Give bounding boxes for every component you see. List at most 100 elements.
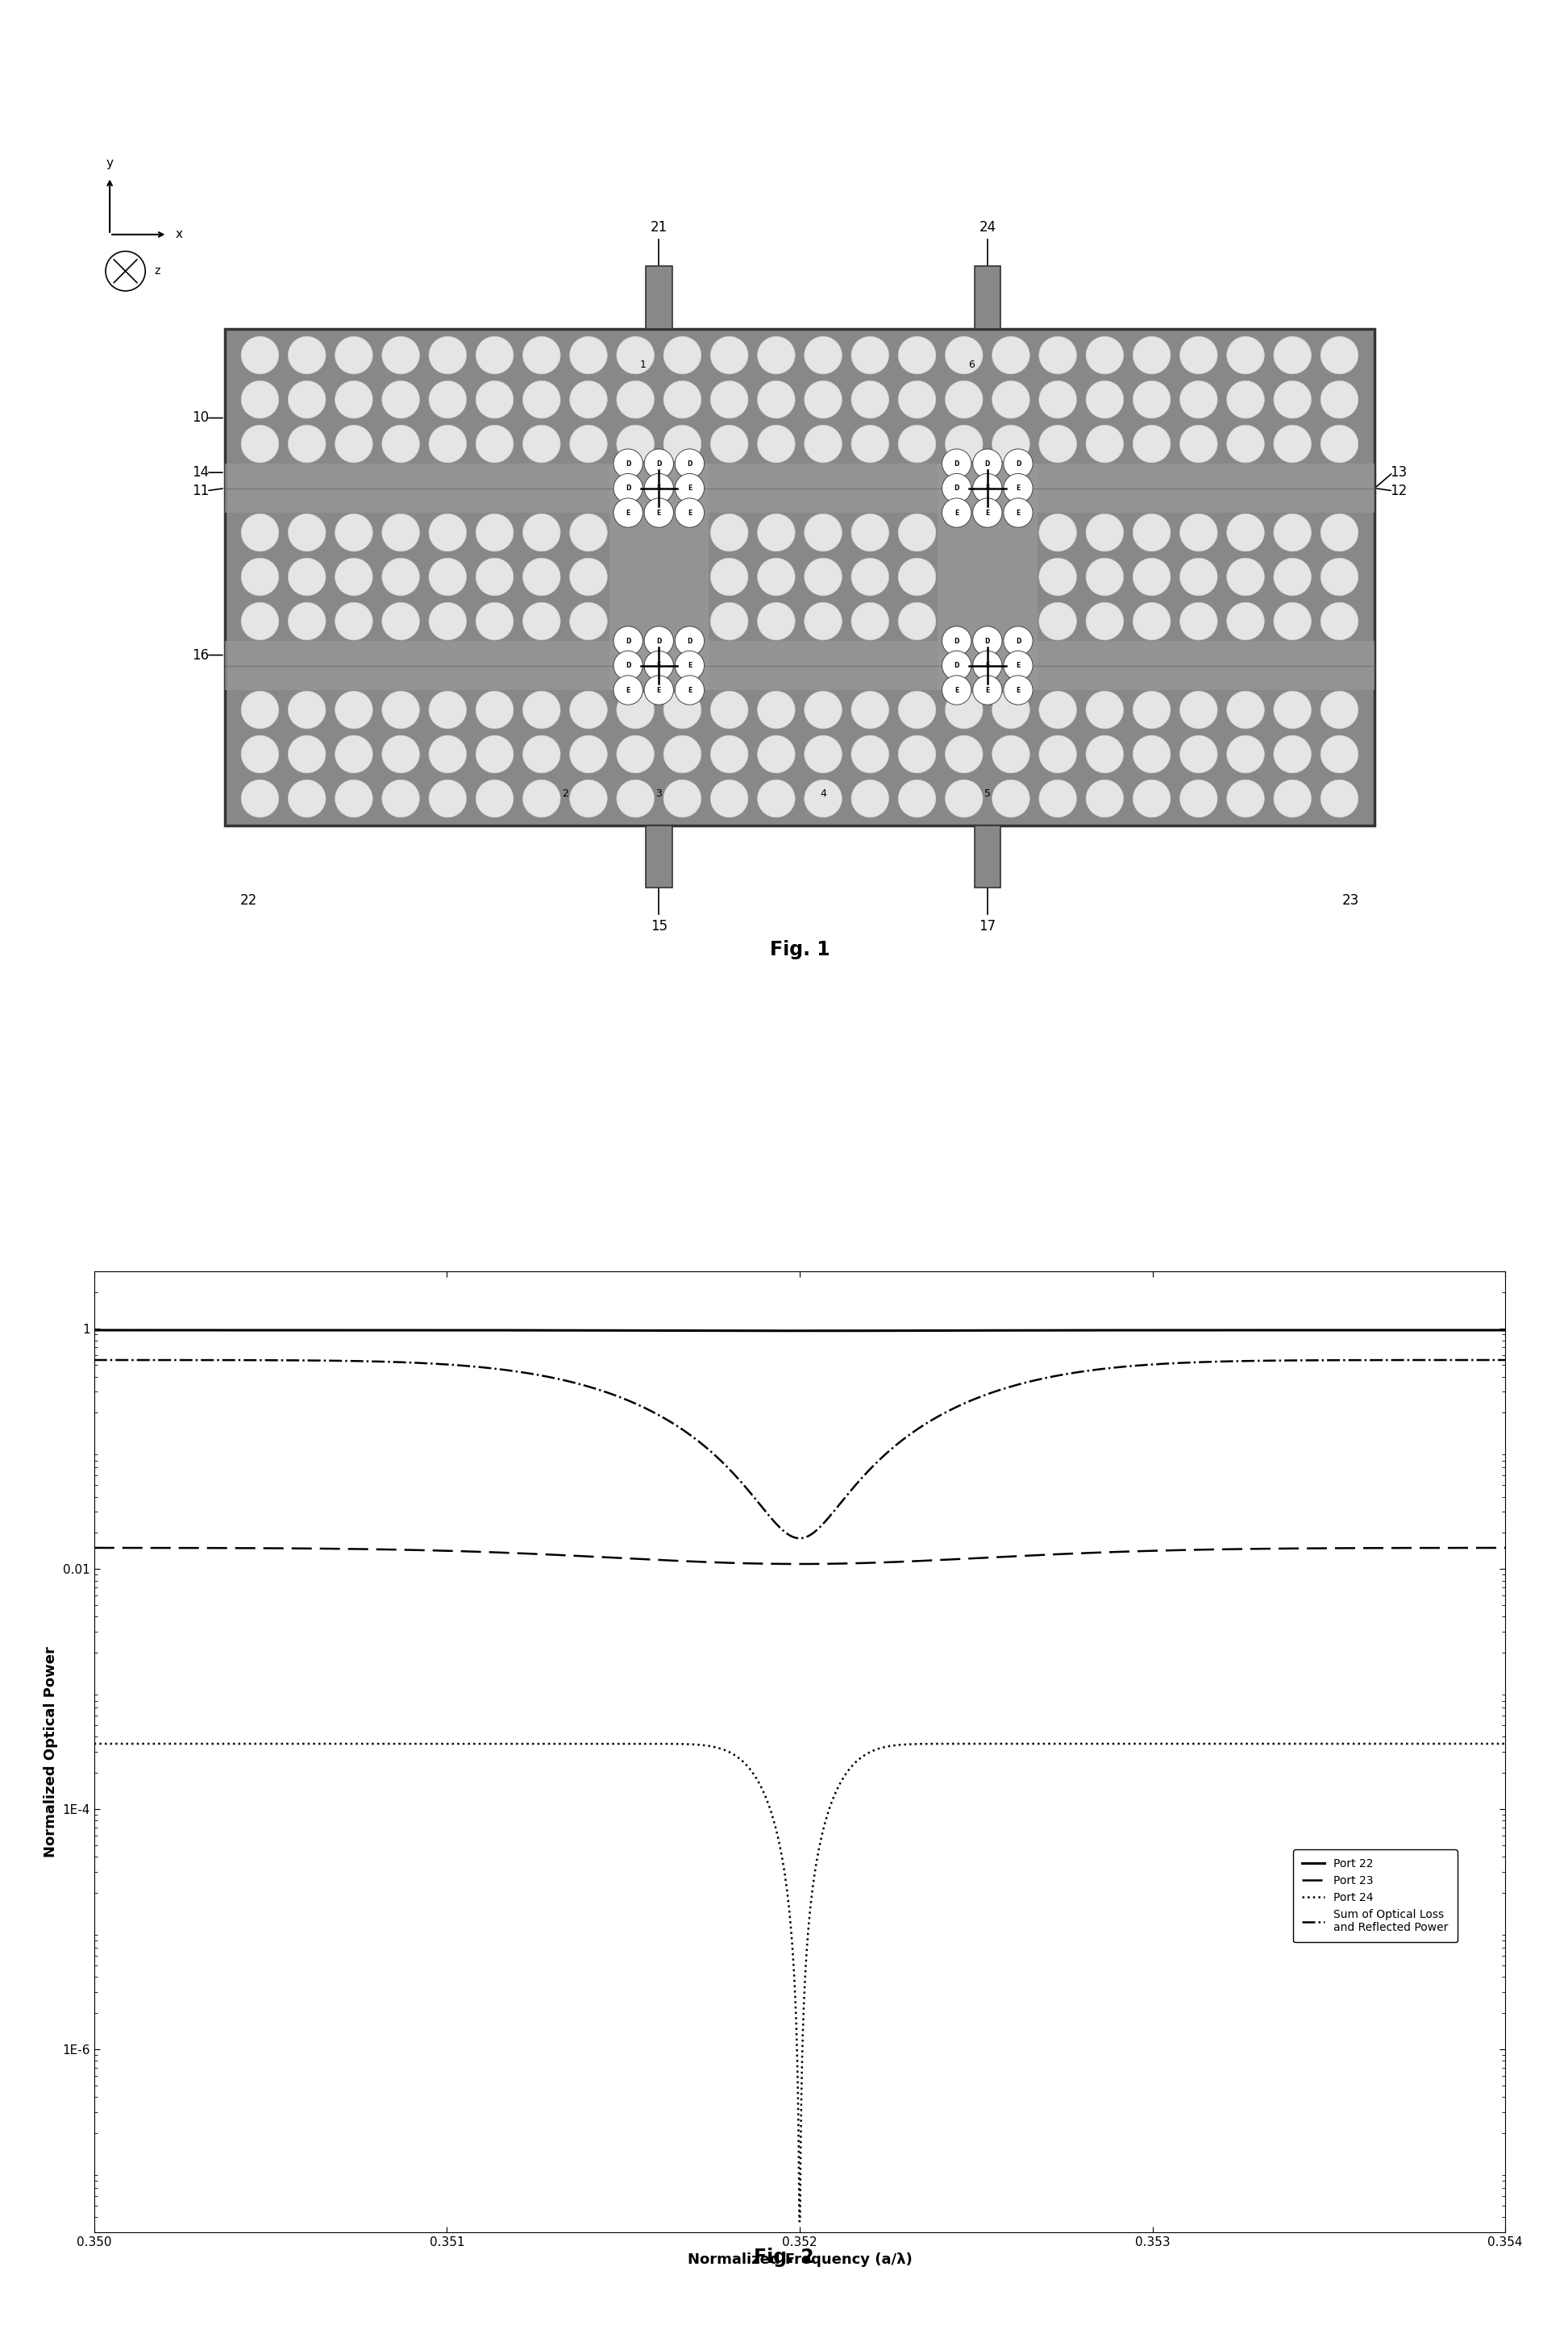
Circle shape [946,425,983,463]
Circle shape [475,691,513,728]
Circle shape [1040,735,1077,772]
Bar [646,825,673,888]
Circle shape [757,337,795,374]
Circle shape [993,735,1030,772]
Circle shape [757,558,795,595]
Circle shape [1087,337,1124,374]
Text: E: E [657,663,662,670]
Text: D: D [657,637,662,644]
Circle shape [898,779,936,818]
Circle shape [1087,691,1124,728]
Port 22 [771,1316,790,1344]
Circle shape [674,677,704,704]
Circle shape [710,779,748,818]
Circle shape [1320,779,1358,818]
Text: E: E [687,663,691,670]
Circle shape [336,381,373,418]
Circle shape [1040,381,1077,418]
Circle shape [644,625,674,656]
Circle shape [569,337,607,374]
Circle shape [1087,735,1124,772]
Circle shape [644,474,674,502]
Sum of Optical Loss
and Reflected Power [790,1525,809,1553]
Circle shape [241,779,279,818]
Circle shape [804,558,842,595]
Text: E: E [687,509,691,516]
Line: Port 24: Port 24 [94,1744,1505,2220]
Circle shape [804,602,842,639]
Text: E: E [1016,663,1021,670]
Circle shape [851,425,889,463]
Circle shape [241,558,279,595]
Circle shape [383,691,420,728]
Circle shape [522,381,560,418]
Circle shape [1179,337,1217,374]
Text: Fig. 2: Fig. 2 [754,2248,814,2267]
Circle shape [430,558,467,595]
Bar [608,463,709,691]
Text: E: E [985,509,989,516]
Circle shape [1226,735,1264,772]
Circle shape [336,558,373,595]
Circle shape [1273,735,1311,772]
Text: D: D [985,460,989,467]
Text: D: D [953,663,960,670]
Circle shape [674,651,704,681]
Text: E: E [955,686,958,693]
Circle shape [336,735,373,772]
Circle shape [710,691,748,728]
Text: D: D [657,460,662,467]
Circle shape [1179,602,1217,639]
Circle shape [289,425,326,463]
Line: Sum of Optical Loss
and Reflected Power: Sum of Optical Loss and Reflected Power [94,1360,1505,1539]
Circle shape [522,558,560,595]
Port 24 [85,1730,103,1758]
Circle shape [942,677,971,704]
Text: E: E [985,686,989,693]
Circle shape [289,514,326,551]
Circle shape [898,381,936,418]
Circle shape [644,449,674,479]
Port 23 [734,1548,753,1576]
Circle shape [1132,514,1170,551]
Circle shape [851,779,889,818]
Circle shape [1040,691,1077,728]
Circle shape [616,691,654,728]
Circle shape [1132,602,1170,639]
Circle shape [383,337,420,374]
Circle shape [674,498,704,528]
Port 23 [85,1534,103,1562]
Port 23 [1455,1534,1474,1562]
Circle shape [336,425,373,463]
Circle shape [972,625,1002,656]
Port 23 [790,1551,809,1579]
Circle shape [430,691,467,728]
Text: E: E [657,686,662,693]
Circle shape [804,779,842,818]
Text: D: D [953,637,960,644]
Circle shape [105,251,146,291]
Circle shape [1226,558,1264,595]
Bar [646,265,673,328]
Circle shape [430,779,467,818]
Circle shape [972,449,1002,479]
Line: Port 23: Port 23 [94,1548,1505,1565]
Text: E: E [687,484,691,493]
Circle shape [1004,449,1033,479]
Text: E: E [955,509,958,516]
Circle shape [1179,779,1217,818]
Circle shape [972,498,1002,528]
Text: 1: 1 [640,360,646,370]
Circle shape [663,381,701,418]
Circle shape [1273,381,1311,418]
Text: 2: 2 [561,788,568,800]
Circle shape [1273,779,1311,818]
Circle shape [336,337,373,374]
Circle shape [663,735,701,772]
Circle shape [993,381,1030,418]
Sum of Optical Loss
and Reflected Power [1455,1346,1474,1374]
Port 24 [734,1748,753,1776]
Circle shape [569,381,607,418]
Circle shape [289,602,326,639]
Circle shape [289,558,326,595]
